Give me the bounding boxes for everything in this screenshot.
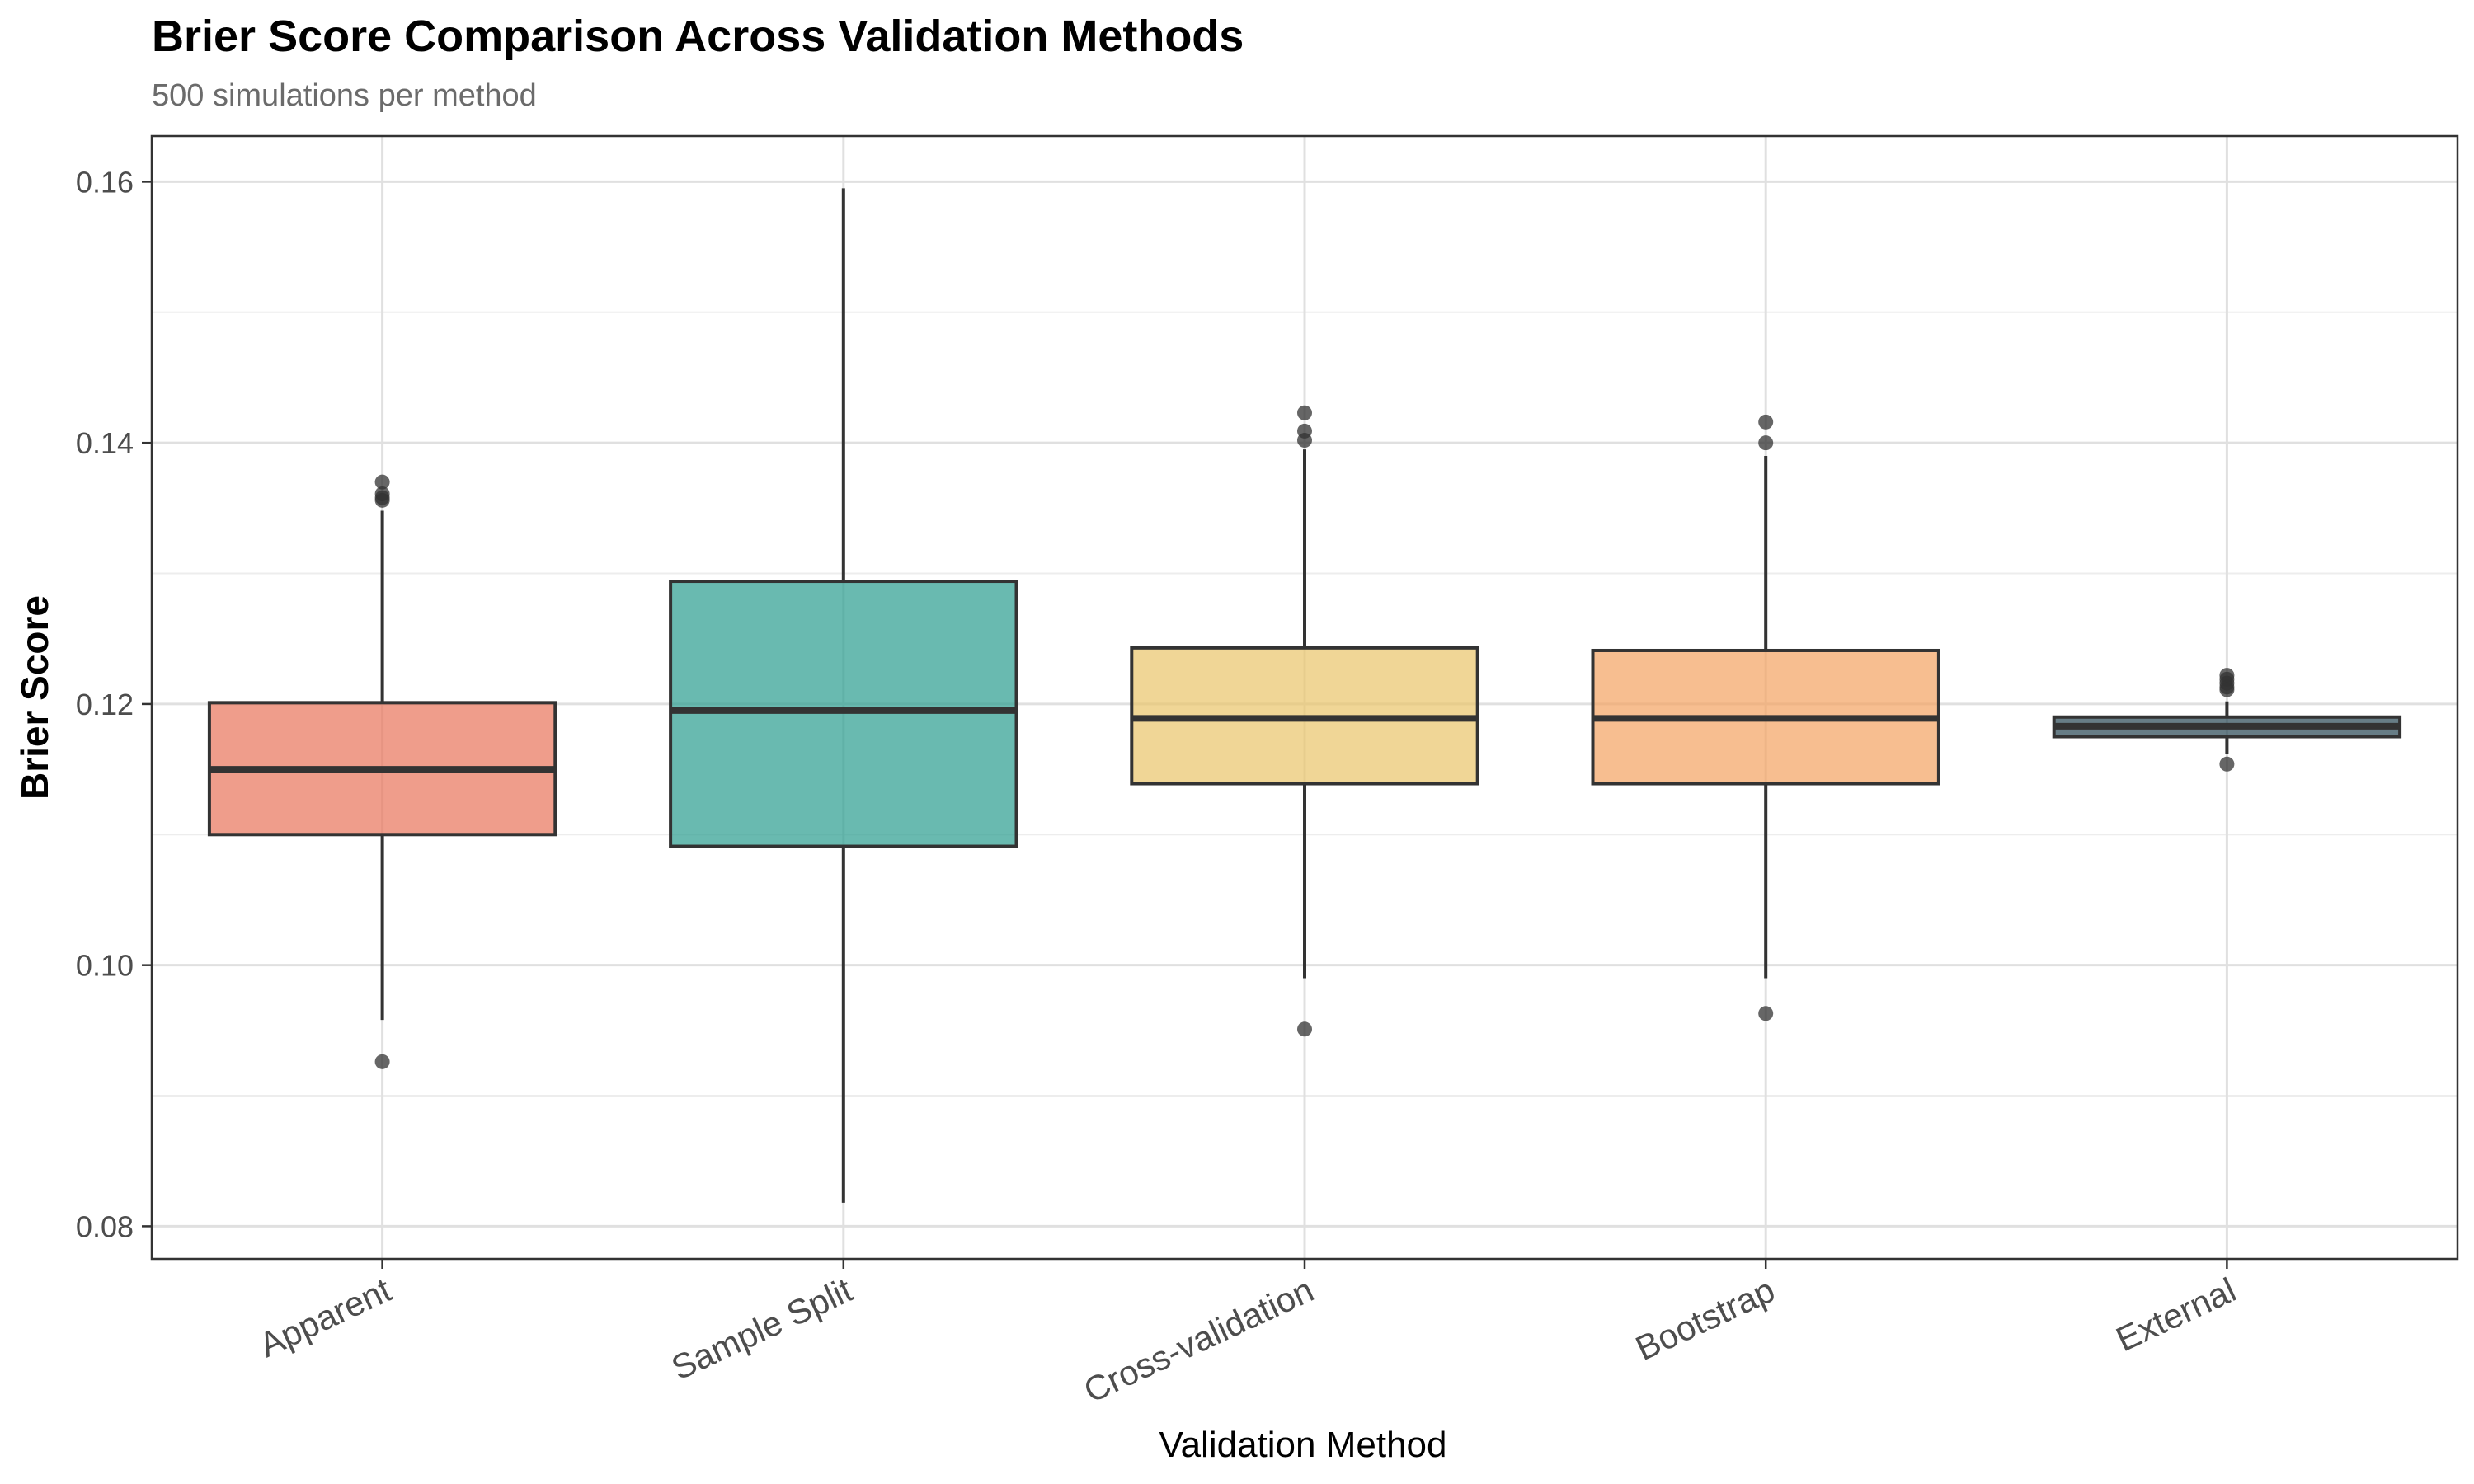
y-tick-label: 0.14	[76, 426, 134, 460]
x-tick-label: Cross-validation	[1078, 1270, 1319, 1411]
box-group-bootstrap	[1591, 414, 1940, 1021]
outlier-point	[1758, 435, 1774, 451]
chart-title: Brier Score Comparison Across Validation…	[152, 12, 1244, 61]
outlier-point	[374, 474, 390, 490]
chart-subtitle: 500 simulations per method	[152, 78, 537, 113]
x-tick-label: Sample Split	[666, 1270, 858, 1387]
y-axis-label: Brier Score	[13, 595, 56, 800]
x-tick-label: External	[2110, 1270, 2242, 1360]
outlier-point	[1758, 414, 1774, 430]
outlier-point	[374, 1054, 390, 1069]
x-tick-label: Apparent	[253, 1270, 397, 1364]
outlier-point	[2219, 756, 2235, 772]
box-group-cross-validation	[1130, 405, 1479, 1037]
plot-area: 0.08 0.10 0.12 0.14 0.16 Apparent Sample Split…	[76, 134, 2459, 1411]
outlier-point	[1297, 405, 1312, 420]
y-tick-label: 0.08	[76, 1209, 134, 1243]
box-group-sample-split	[669, 188, 1018, 1203]
y-tick-label: 0.12	[76, 688, 134, 721]
outlier-point	[1297, 1021, 1312, 1037]
x-axis-label: Validation Method	[1159, 1425, 1447, 1465]
y-tick-label: 0.10	[76, 949, 134, 983]
x-tick-label: Bootstrap	[1630, 1270, 1780, 1369]
box-group-apparent	[207, 474, 557, 1069]
outlier-point	[1297, 423, 1312, 439]
outlier-point	[1758, 1006, 1774, 1021]
y-tick-label: 0.16	[76, 165, 134, 199]
box-group-external	[2052, 668, 2402, 772]
outlier-point	[374, 486, 390, 501]
outlier-point	[2219, 668, 2235, 683]
